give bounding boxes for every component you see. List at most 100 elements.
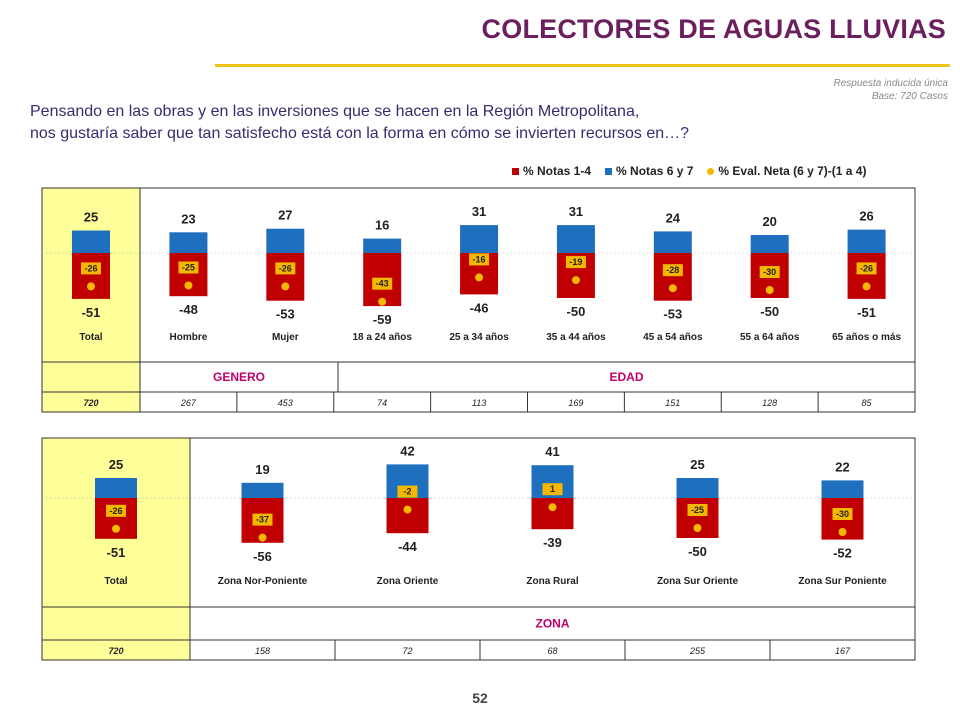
question-line-2: nos gustaría saber que tan satisfecho es…: [30, 125, 690, 142]
group-label: ZONA: [536, 617, 570, 631]
total-highlight-band: [42, 188, 140, 412]
bar-positive: [460, 225, 499, 253]
legend-item-negative: % Notas 1-4: [512, 164, 591, 178]
net-point: [862, 282, 871, 291]
data-label-negative: -51: [82, 305, 101, 320]
data-label-positive: 42: [400, 443, 414, 458]
title-underline: [215, 64, 950, 67]
data-label-net: -2: [403, 487, 411, 497]
data-label-net: -25: [691, 505, 704, 515]
base-count: 74: [377, 398, 387, 408]
net-point: [548, 503, 557, 512]
base-count: 169: [568, 398, 583, 408]
question-line-1: Pensando en las obras y en las inversion…: [30, 103, 640, 120]
legend-swatch-negative: [512, 167, 519, 175]
data-label-net: -30: [836, 509, 849, 519]
net-label-box: [106, 504, 126, 517]
group-label: GENERO: [213, 370, 265, 384]
data-label-net: -30: [763, 267, 776, 277]
bar-positive: [363, 238, 402, 253]
data-label-negative: -53: [663, 307, 682, 322]
data-label-positive: 26: [859, 209, 873, 224]
legend-label-net: % Eval. Neta (6 y 7)-(1 a 4): [718, 164, 867, 178]
page-title: COLECTORES DE AGUAS LLUVIAS: [481, 14, 946, 44]
net-label-box: [372, 277, 393, 290]
category-label: Zona Rural: [526, 576, 578, 587]
response-type-note: Respuesta inducida única: [833, 78, 948, 89]
bar-negative: [386, 498, 429, 534]
data-label-net: -26: [279, 263, 292, 273]
net-point: [571, 276, 580, 285]
data-label-positive: 22: [835, 459, 849, 474]
bar-positive: [821, 480, 864, 498]
data-label-negative: -50: [567, 304, 586, 319]
data-label-positive: 23: [181, 211, 195, 226]
net-label-box: [687, 504, 708, 516]
bar-negative: [72, 253, 110, 299]
question-text: Pensando en las obras y en las inversion…: [30, 101, 689, 145]
net-label-box: [81, 262, 101, 275]
data-label-negative: -44: [398, 539, 418, 554]
legend-item-positive: % Notas 6 y 7: [605, 164, 693, 178]
bar-positive: [556, 225, 595, 253]
data-label-net: -26: [84, 263, 97, 273]
base-count: 72: [402, 646, 412, 656]
net-label-box: [178, 261, 199, 274]
data-label-positive: 25: [690, 457, 704, 472]
base-note: Respuesta inducida única Base: 720 Casos: [833, 77, 948, 103]
base-count: 68: [547, 646, 557, 656]
bar-positive: [241, 482, 284, 498]
legend-item-net: % Eval. Neta (6 y 7)-(1 a 4): [707, 164, 866, 178]
data-label-net: -26: [860, 263, 873, 273]
net-point: [668, 284, 677, 293]
bar-positive: [847, 229, 886, 253]
category-label: 25 a 34 años: [449, 332, 509, 343]
chart-legend: % Notas 1-4 % Notas 6 y 7 % Eval. Neta (…: [512, 164, 866, 178]
base-count: 255: [689, 646, 706, 656]
net-label-box: [759, 266, 780, 278]
base-count: 720: [83, 398, 98, 408]
data-label-negative: -59: [373, 312, 392, 327]
data-label-net: -37: [256, 515, 269, 525]
data-label-net: -28: [666, 265, 679, 275]
data-label-negative: -39: [543, 535, 562, 550]
category-label: Hombre: [170, 332, 208, 343]
legend-swatch-positive: [605, 167, 613, 175]
base-count: 453: [278, 398, 293, 408]
data-label-negative: -51: [107, 545, 126, 560]
category-label: Zona Oriente: [377, 576, 439, 587]
data-label-positive: 19: [255, 462, 269, 477]
net-label-box: [469, 253, 490, 266]
base-count: 151: [665, 398, 680, 408]
category-label: Zona Sur Poniente: [798, 576, 887, 587]
category-label: 18 a 24 años: [352, 332, 412, 343]
category-label: Total: [79, 332, 102, 343]
data-label-positive: 24: [666, 210, 681, 225]
data-label-negative: -46: [470, 300, 489, 315]
net-label-box: [275, 262, 296, 275]
bar-positive: [72, 230, 110, 253]
net-label-box: [565, 256, 586, 269]
chart-frame: [41, 187, 916, 413]
data-label-negative: -50: [760, 304, 779, 319]
data-label-positive: 16: [375, 218, 389, 233]
net-point: [112, 524, 120, 533]
net-point: [693, 524, 702, 532]
data-label-positive: 27: [278, 208, 292, 223]
category-label: Zona Nor-Poniente: [218, 576, 308, 587]
data-label-net: -25: [182, 263, 195, 273]
bar-positive: [169, 232, 208, 253]
bar-negative: [266, 253, 305, 301]
net-point: [475, 273, 484, 282]
category-label: Total: [104, 576, 127, 587]
net-point: [378, 297, 387, 306]
base-count: 158: [255, 646, 270, 656]
data-label-positive: 31: [472, 204, 486, 219]
data-label-net: -16: [473, 254, 486, 264]
net-point: [281, 282, 290, 291]
data-label-net: -19: [569, 257, 582, 267]
net-point: [258, 533, 267, 542]
base-count: 267: [180, 398, 197, 408]
data-label-negative: -48: [179, 302, 198, 317]
net-label-box: [662, 264, 683, 277]
